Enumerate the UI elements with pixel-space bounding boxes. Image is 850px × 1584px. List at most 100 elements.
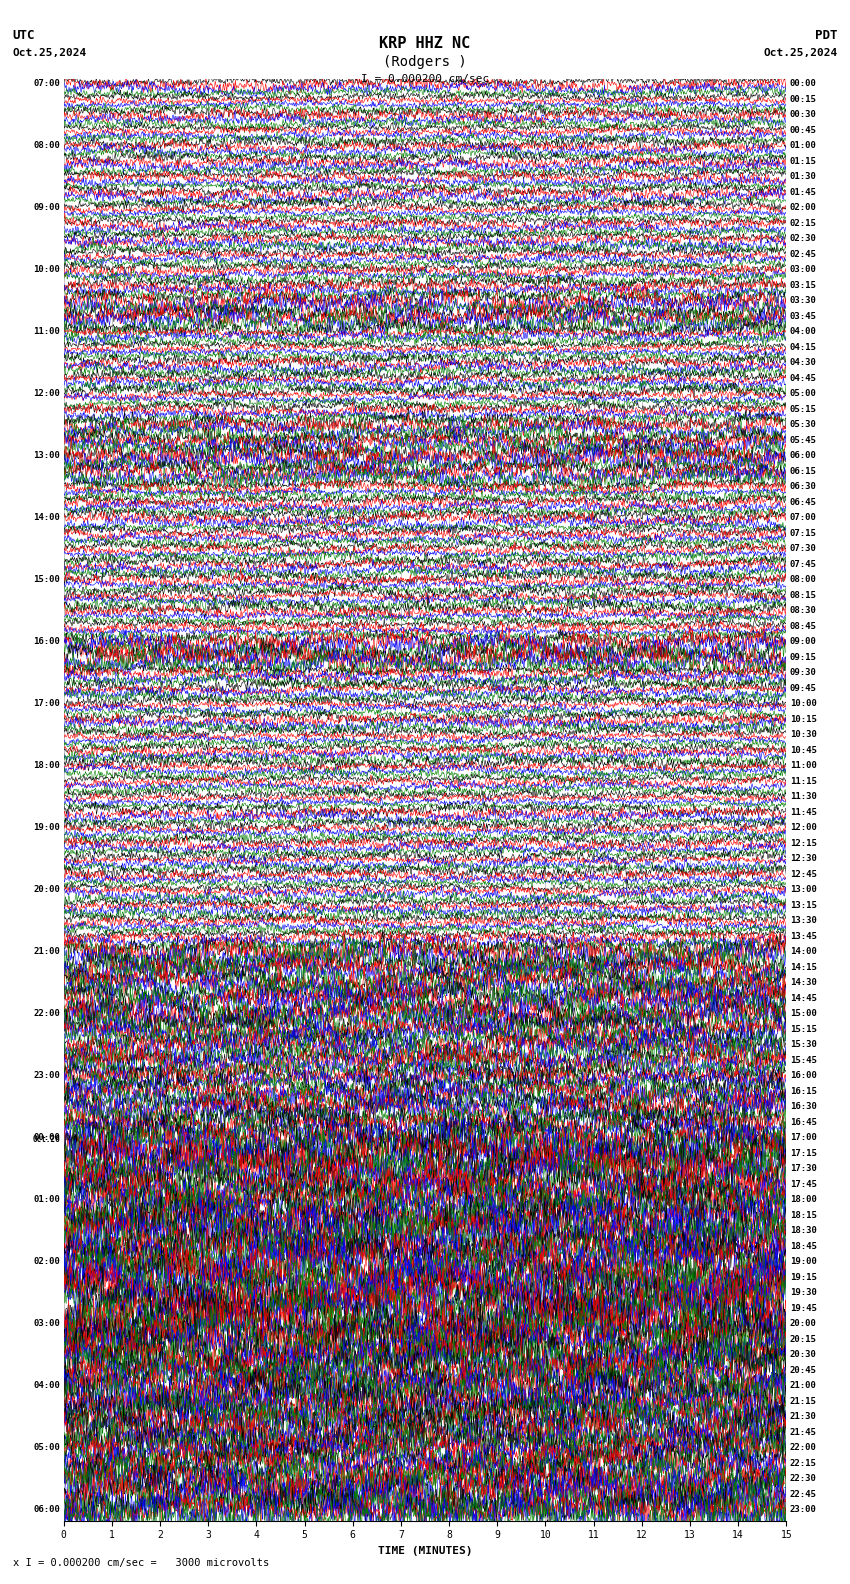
Text: 04:30: 04:30 <box>790 358 817 367</box>
Text: 02:45: 02:45 <box>790 250 817 258</box>
Text: 00:00: 00:00 <box>33 1133 60 1142</box>
Text: 21:00: 21:00 <box>790 1381 817 1391</box>
Text: 01:45: 01:45 <box>790 187 817 196</box>
Text: 19:30: 19:30 <box>790 1288 817 1297</box>
Text: 22:30: 22:30 <box>790 1475 817 1483</box>
Text: 20:45: 20:45 <box>790 1365 817 1375</box>
Text: 22:45: 22:45 <box>790 1489 817 1498</box>
Text: Oct.26: Oct.26 <box>32 1134 60 1144</box>
Text: 09:00: 09:00 <box>790 637 817 646</box>
Text: 19:00: 19:00 <box>33 824 60 832</box>
Text: 15:15: 15:15 <box>790 1025 817 1034</box>
Text: 12:45: 12:45 <box>790 870 817 879</box>
Text: 13:00: 13:00 <box>790 885 817 893</box>
Text: 10:30: 10:30 <box>790 730 817 740</box>
Text: 19:15: 19:15 <box>790 1272 817 1281</box>
Text: 08:15: 08:15 <box>790 591 817 600</box>
Text: 02:15: 02:15 <box>790 219 817 228</box>
Text: 05:00: 05:00 <box>790 390 817 398</box>
Text: 06:30: 06:30 <box>790 482 817 491</box>
Text: I = 0.000200 cm/sec: I = 0.000200 cm/sec <box>361 74 489 84</box>
Text: PDT: PDT <box>815 29 837 41</box>
Text: 08:00: 08:00 <box>790 575 817 584</box>
Text: 09:15: 09:15 <box>790 653 817 662</box>
Text: 08:45: 08:45 <box>790 621 817 630</box>
Text: 17:30: 17:30 <box>790 1164 817 1174</box>
Text: 07:15: 07:15 <box>790 529 817 537</box>
Text: 20:30: 20:30 <box>790 1350 817 1359</box>
Text: 21:45: 21:45 <box>790 1427 817 1437</box>
Text: 15:45: 15:45 <box>790 1055 817 1064</box>
Text: 12:00: 12:00 <box>33 390 60 398</box>
Text: 00:30: 00:30 <box>790 111 817 119</box>
Text: 06:00: 06:00 <box>33 1505 60 1514</box>
Text: 16:45: 16:45 <box>790 1118 817 1126</box>
Text: 10:00: 10:00 <box>33 265 60 274</box>
Text: 16:15: 16:15 <box>790 1087 817 1096</box>
Text: 04:00: 04:00 <box>790 328 817 336</box>
Text: 03:00: 03:00 <box>790 265 817 274</box>
Text: 13:15: 13:15 <box>790 901 817 909</box>
Text: 20:00: 20:00 <box>33 885 60 893</box>
Text: 12:30: 12:30 <box>790 854 817 863</box>
Text: 21:30: 21:30 <box>790 1413 817 1421</box>
Text: 03:30: 03:30 <box>790 296 817 306</box>
Text: 03:15: 03:15 <box>790 280 817 290</box>
Text: 21:15: 21:15 <box>790 1397 817 1405</box>
Text: 05:15: 05:15 <box>790 404 817 413</box>
Text: 12:15: 12:15 <box>790 838 817 847</box>
Text: 00:15: 00:15 <box>790 95 817 103</box>
Text: 20:15: 20:15 <box>790 1335 817 1343</box>
Text: 14:15: 14:15 <box>790 963 817 971</box>
Text: 11:45: 11:45 <box>790 808 817 817</box>
Text: 09:45: 09:45 <box>790 684 817 692</box>
Text: 14:30: 14:30 <box>790 979 817 987</box>
Text: 11:00: 11:00 <box>33 328 60 336</box>
Text: 16:30: 16:30 <box>790 1102 817 1110</box>
Text: 21:00: 21:00 <box>33 947 60 957</box>
Text: (Rodgers ): (Rodgers ) <box>383 55 467 70</box>
Text: 17:00: 17:00 <box>790 1133 817 1142</box>
Text: 18:30: 18:30 <box>790 1226 817 1236</box>
Text: 01:00: 01:00 <box>33 1196 60 1204</box>
Text: 09:30: 09:30 <box>790 668 817 678</box>
Text: 18:00: 18:00 <box>33 762 60 770</box>
Text: x I = 0.000200 cm/sec =   3000 microvolts: x I = 0.000200 cm/sec = 3000 microvolts <box>13 1559 269 1568</box>
Text: 16:00: 16:00 <box>33 637 60 646</box>
Text: 09:00: 09:00 <box>33 203 60 212</box>
Text: 08:30: 08:30 <box>790 607 817 615</box>
Text: 22:15: 22:15 <box>790 1459 817 1468</box>
Text: 18:00: 18:00 <box>790 1196 817 1204</box>
Text: 15:30: 15:30 <box>790 1041 817 1049</box>
Text: 13:00: 13:00 <box>33 451 60 461</box>
Text: 18:15: 18:15 <box>790 1210 817 1220</box>
Text: 00:00: 00:00 <box>790 79 817 89</box>
Text: 01:00: 01:00 <box>790 141 817 150</box>
Text: 18:45: 18:45 <box>790 1242 817 1251</box>
Text: 02:30: 02:30 <box>790 234 817 244</box>
Text: 23:00: 23:00 <box>33 1071 60 1080</box>
Text: 15:00: 15:00 <box>790 1009 817 1019</box>
Text: 05:00: 05:00 <box>33 1443 60 1453</box>
Text: 23:00: 23:00 <box>790 1505 817 1514</box>
Text: Oct.25,2024: Oct.25,2024 <box>13 48 87 57</box>
Text: 11:00: 11:00 <box>790 762 817 770</box>
Text: 06:45: 06:45 <box>790 497 817 507</box>
Text: UTC: UTC <box>13 29 35 41</box>
Text: 14:00: 14:00 <box>33 513 60 523</box>
Text: 07:30: 07:30 <box>790 545 817 553</box>
Text: 06:00: 06:00 <box>790 451 817 461</box>
Text: 15:00: 15:00 <box>33 575 60 584</box>
Text: 03:45: 03:45 <box>790 312 817 320</box>
Text: 22:00: 22:00 <box>33 1009 60 1019</box>
Text: 16:00: 16:00 <box>790 1071 817 1080</box>
Text: 19:00: 19:00 <box>790 1258 817 1266</box>
Text: 07:45: 07:45 <box>790 559 817 569</box>
Text: 06:15: 06:15 <box>790 467 817 475</box>
Text: 10:00: 10:00 <box>790 699 817 708</box>
Text: 10:15: 10:15 <box>790 714 817 724</box>
X-axis label: TIME (MINUTES): TIME (MINUTES) <box>377 1546 473 1555</box>
Text: Oct.25,2024: Oct.25,2024 <box>763 48 837 57</box>
Text: 10:45: 10:45 <box>790 746 817 754</box>
Text: 00:45: 00:45 <box>790 125 817 135</box>
